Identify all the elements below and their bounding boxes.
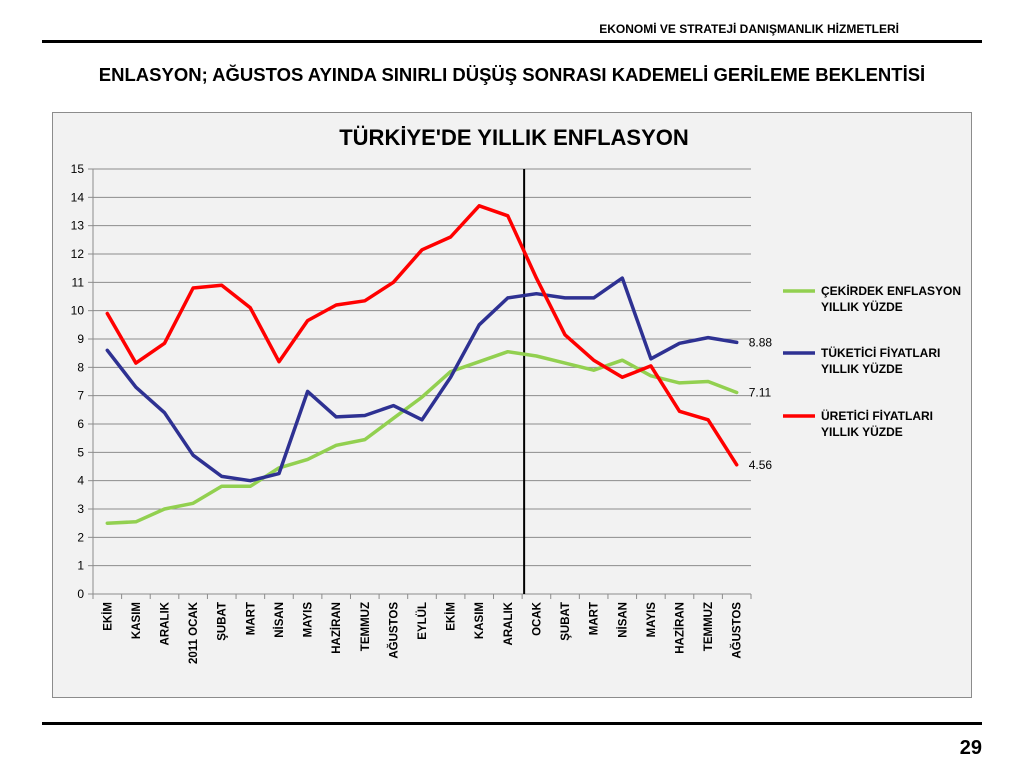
x-tick-label: HAZİRAN — [673, 602, 686, 654]
x-tick-label: ŞUBAT — [217, 602, 229, 641]
legend-label: ÇEKİRDEK ENFLASYON — [821, 283, 961, 298]
y-tick-label: 10 — [71, 304, 85, 318]
legend-label: YILLIK YÜZDE — [821, 299, 903, 314]
x-tick-label: ARALIK — [160, 601, 172, 645]
x-tick-label: EYLÜL — [416, 602, 429, 640]
x-tick-label: AĞUSTOS — [387, 602, 400, 659]
x-tick-label: OCAK — [531, 601, 543, 636]
series-line — [105, 349, 739, 525]
x-tick-label: KASIM — [474, 602, 486, 639]
series-lines: 7.11 8.88 4.56 — [105, 204, 773, 525]
x-tick-label: EKİM — [101, 602, 114, 631]
y-tick-label: 4 — [77, 474, 84, 488]
top-rule — [42, 40, 982, 43]
chart-title: TÜRKİYE'DE YILLIK ENFLASYON — [339, 125, 689, 150]
series-line — [105, 276, 739, 483]
header-company-name: EKONOMİ VE STRATEJİ DANIŞMANLIK HİZMETLE… — [599, 22, 899, 36]
y-tick-label: 15 — [71, 162, 85, 176]
x-tick-label: 2011 OCAK — [188, 601, 200, 664]
y-tick-label: 12 — [71, 247, 85, 261]
page-number: 29 — [959, 737, 982, 759]
series-end-label: 8.88 — [749, 335, 773, 349]
y-tick-label: 9 — [77, 332, 84, 346]
y-tick-label: 11 — [72, 275, 85, 289]
x-tick-label: MART — [245, 602, 257, 635]
x-tick-label: MART — [589, 602, 601, 635]
y-tick-label: 0 — [77, 587, 84, 601]
y-tick-label: 14 — [71, 190, 85, 204]
legend-label: YILLIK YÜZDE — [821, 424, 903, 439]
x-tick-label: ARALIK — [503, 601, 515, 645]
series-end-label: 4.56 — [749, 458, 773, 472]
series-line — [105, 204, 739, 467]
x-tick-label: EKİM — [445, 602, 458, 631]
y-tick-label: 5 — [77, 445, 84, 459]
chart-panel: TÜRKİYE'DE YILLIK ENFLASYON 0 1 2 3 4 5 6 7 8 9 10… — [52, 112, 972, 698]
slide-title: ENLASYON; AĞUSTOS AYINDA SINIRLI DÜŞÜŞ S… — [98, 64, 926, 85]
legend-label: ÜRETİCİ FİYATLARI — [821, 408, 933, 423]
bottom-rule — [42, 722, 982, 725]
x-tick-label: TEMMUZ — [703, 602, 715, 651]
x-tick-label: HAZİRAN — [330, 602, 343, 654]
x-tick-label: AĞUSTOS — [731, 602, 744, 659]
y-tick-label: 13 — [71, 219, 85, 233]
y-tick-label: 2 — [77, 530, 84, 544]
gridlines — [93, 168, 751, 567]
y-tick-label: 8 — [77, 360, 84, 374]
x-tick-label: MAYIS — [646, 602, 658, 638]
x-tick-label: KASIM — [131, 602, 143, 639]
y-tick-label: 1 — [77, 559, 84, 573]
series-end-label: 7.11 — [749, 386, 772, 400]
y-tick-label: 6 — [77, 417, 84, 431]
x-tick-label: TEMMUZ — [360, 602, 372, 651]
x-tick-label: ŞUBAT — [560, 602, 572, 641]
inflation-line-chart: TÜRKİYE'DE YILLIK ENFLASYON 012345678910… — [71, 125, 961, 664]
legend-label: TÜKETİCİ FİYATLARI — [821, 345, 940, 360]
y-tick-label: 7 — [77, 389, 84, 403]
y-tick-label: 3 — [77, 502, 84, 516]
legend-label: YILLIK YÜZDE — [821, 361, 903, 376]
x-tick-label: NİSAN — [616, 602, 629, 638]
x-tick-label: MAYIS — [303, 602, 315, 638]
x-tick-label: NİSAN — [273, 602, 286, 638]
